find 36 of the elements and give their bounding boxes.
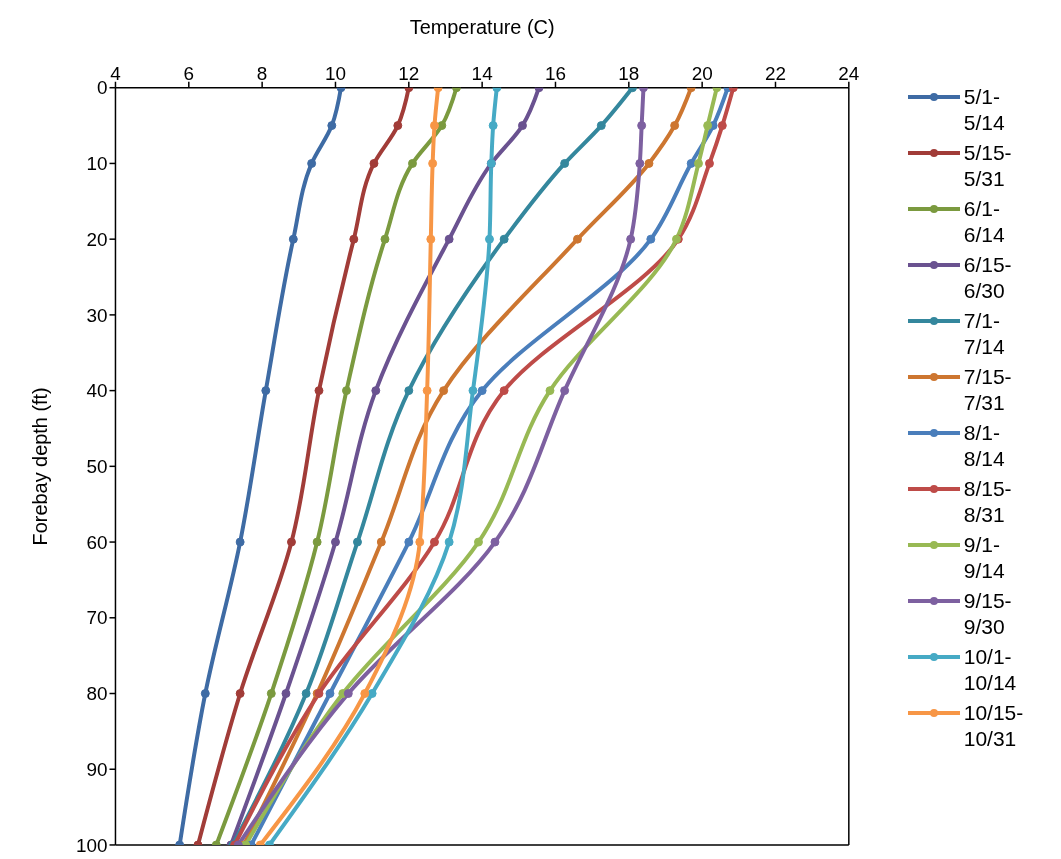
y-tick-label: 30	[86, 304, 108, 326]
y-tick-label: 50	[86, 456, 108, 478]
legend-label: 9/1-9/14	[963, 532, 1006, 584]
y-tick-label: 10	[86, 153, 108, 175]
legend-label: 9/15-9/30	[963, 588, 1013, 640]
legend-label: 8/1-8/14	[963, 420, 1006, 472]
x-tick-label: 22	[764, 62, 786, 84]
y-tick-label: 90	[86, 758, 108, 780]
x-tick-label: 4	[110, 62, 121, 84]
legend-label: 7/1-7/14	[963, 308, 1006, 360]
x-tick-label: 14	[471, 62, 493, 84]
x-tick-label: 6	[183, 62, 195, 84]
legend-label: 7/15-7/31	[963, 364, 1013, 416]
y-tick-label: 100	[75, 834, 108, 856]
legend-label: 5/15-5/31	[963, 140, 1013, 192]
x-tick-label: 24	[838, 62, 860, 84]
x-tick-label: 16	[544, 62, 566, 84]
y-tick-label: 80	[86, 683, 108, 705]
x-tick-label: 8	[256, 62, 268, 84]
y-tick-label: 40	[86, 380, 108, 402]
legend-label: 10/15-10/31	[963, 700, 1025, 752]
x-tick-label: 20	[691, 62, 713, 84]
legend-label: 6/15-6/30	[963, 252, 1013, 304]
y-tick-label: 70	[86, 607, 108, 629]
y-tick-label: 20	[86, 228, 108, 250]
legend-label: 8/15-8/31	[963, 476, 1013, 528]
y-axis-title: Forebay depth (ft)	[28, 387, 51, 546]
legend-label: 5/1-5/14	[963, 84, 1006, 136]
x-tick-label: 18	[618, 62, 640, 84]
y-tick-label: 0	[96, 77, 108, 99]
x-axis-title: Temperature (C)	[409, 16, 555, 39]
x-tick-label: 12	[398, 62, 420, 84]
legend-label: 10/1-10/14	[963, 644, 1018, 696]
y-tick-label: 60	[86, 531, 108, 553]
legend-label: 6/1-6/14	[963, 196, 1006, 248]
x-tick-label: 10	[324, 62, 346, 84]
